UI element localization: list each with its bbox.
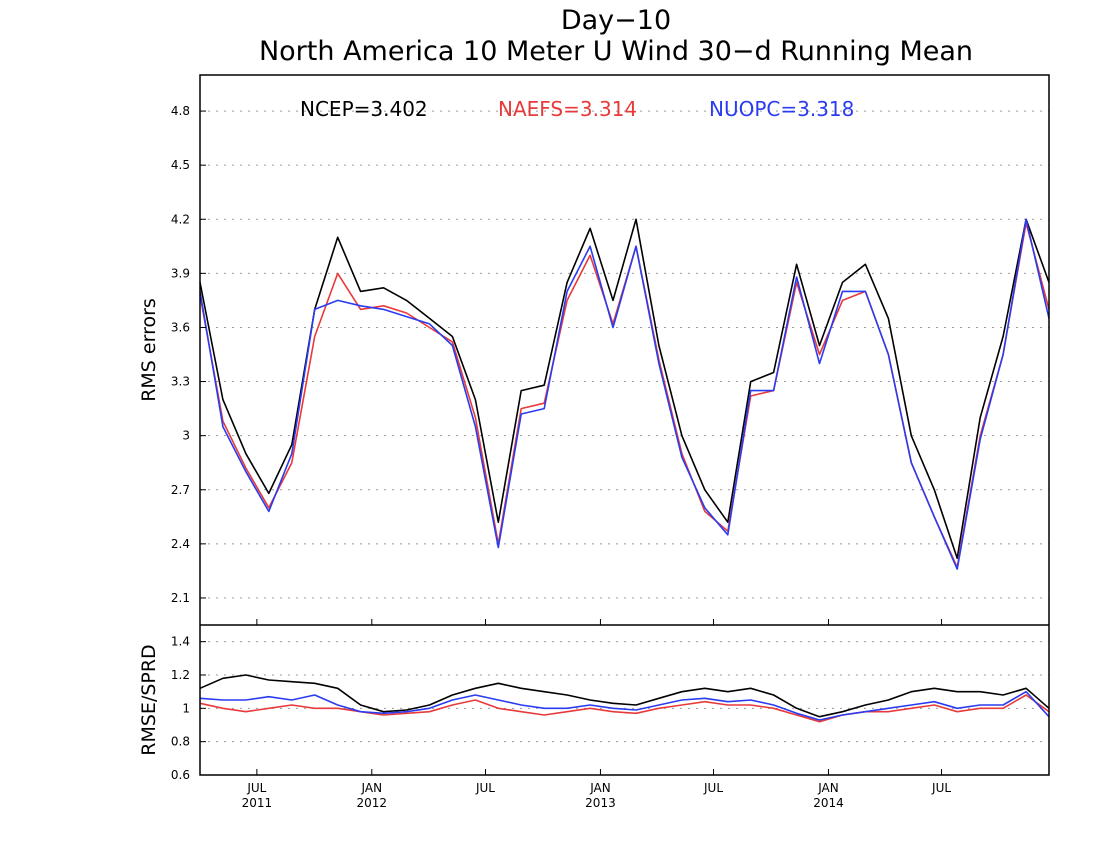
legend: NCEP=3.402 NAEFS=3.314 NUOPC=3.318 bbox=[300, 97, 854, 121]
top-y-ticks: 2.1 2.4 2.7 3 3.3 3.6 3.9 4.2 4.5 4.8 bbox=[171, 104, 206, 605]
top-y-axis-label: RMS errors bbox=[138, 298, 160, 402]
x-tick-year: 2014 bbox=[813, 796, 844, 810]
legend-naefs: NAEFS=3.314 bbox=[498, 97, 637, 121]
plot-frame bbox=[199, 74, 1050, 776]
bottom-y-ticks: 0.6 0.8 1 1.2 1.4 bbox=[171, 635, 206, 782]
x-tick-month: JUL bbox=[703, 781, 723, 795]
top-series-lines bbox=[199, 218, 1050, 570]
bottom-line-nuopc bbox=[199, 690, 1050, 721]
top-y-tick-label: 2.4 bbox=[171, 537, 190, 551]
bottom-y-tick-label: 1.2 bbox=[171, 668, 190, 682]
x-tick-month: JUL bbox=[475, 781, 495, 795]
top-y-tick-label: 3.6 bbox=[171, 320, 190, 334]
bottom-y-tick-label: 1 bbox=[182, 701, 190, 715]
bottom-line-naefs bbox=[199, 694, 1050, 723]
bottom-y-tick-label: 0.6 bbox=[171, 768, 190, 782]
top-y-tick-label: 4.8 bbox=[171, 104, 190, 118]
legend-nuopc: NUOPC=3.318 bbox=[709, 97, 854, 121]
bottom-y-tick-label: 0.8 bbox=[171, 735, 190, 749]
top-y-tick-label: 4.5 bbox=[171, 158, 190, 172]
x-tick-year: 2011 bbox=[242, 796, 273, 810]
top-y-tick-label: 3 bbox=[182, 429, 190, 443]
top-y-tick-label: 2.7 bbox=[171, 483, 190, 497]
chart-subtitle: North America 10 Meter U Wind 30−d Runni… bbox=[259, 36, 973, 67]
top-y-tick-label: 3.3 bbox=[171, 375, 190, 389]
x-tick-year: 2013 bbox=[585, 796, 616, 810]
top-line-naefs bbox=[199, 222, 1050, 569]
x-tick-month: JAN bbox=[361, 781, 383, 795]
x-tick-month: JUL bbox=[246, 781, 266, 795]
top-line-nuopc bbox=[199, 218, 1050, 570]
x-tick-year: 2012 bbox=[357, 796, 388, 810]
top-y-tick-label: 3.9 bbox=[171, 266, 190, 280]
x-tick-month: JAN bbox=[589, 781, 611, 795]
top-y-tick-label: 2.1 bbox=[171, 591, 190, 605]
bottom-y-axis-label: RMSE/SPRD bbox=[138, 644, 160, 755]
legend-ncep: NCEP=3.402 bbox=[300, 97, 428, 121]
chart-title: Day−10 bbox=[561, 5, 671, 36]
bottom-y-tick-label: 1.4 bbox=[171, 635, 190, 649]
bottom-line-ncep bbox=[199, 674, 1050, 718]
x-tick-month: JUL bbox=[931, 781, 951, 795]
top-gridlines bbox=[200, 110, 1049, 599]
top-line-ncep bbox=[199, 218, 1050, 560]
top-y-tick-label: 4.2 bbox=[171, 212, 190, 226]
x-tick-month: JAN bbox=[817, 781, 839, 795]
bottom-series-lines bbox=[199, 674, 1050, 723]
